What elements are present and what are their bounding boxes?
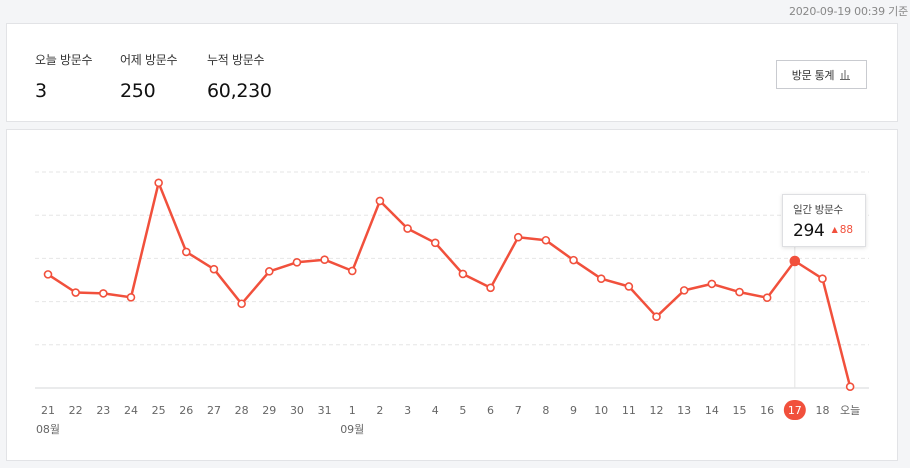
x-tick-label: 23 (96, 404, 110, 417)
daily-visits-chart-card: 21 22 23 24 25 26 27 28 29 30 31 1 2 3 4 5 6 7 8 9 10 11 12 13 1… (6, 129, 898, 461)
selected-date-badge (783, 400, 806, 420)
tooltip-delta: 88 (839, 224, 854, 236)
visit-stats-button-label: 방문 통계 (791, 68, 835, 82)
bar-chart-icon (840, 70, 851, 80)
data-point[interactable] (513, 232, 523, 242)
data-point[interactable] (154, 178, 163, 188)
x-tick-label: 18 (815, 404, 829, 417)
x-tick-label: 13 (677, 404, 691, 417)
data-point[interactable] (789, 255, 801, 267)
x-tick-label: 29 (262, 404, 276, 417)
x-tick-label: 24 (124, 404, 138, 417)
x-tick-label: 26 (179, 404, 193, 417)
visitor-stats-card: 오늘 방문수 3 어제 방문수 250 누적 방문수 60,230 방문 통계 (6, 23, 898, 122)
x-tick-label: 15 (733, 404, 747, 417)
data-point[interactable] (845, 382, 855, 392)
data-point[interactable] (486, 283, 495, 293)
data-point[interactable] (292, 257, 302, 267)
data-point[interactable] (182, 247, 191, 257)
x-tick-label: 9 (570, 404, 577, 417)
yesterday-visits-label: 어제 방문수 (120, 53, 178, 67)
x-tick-label: 21 (41, 404, 55, 417)
x-tick-label: 3 (404, 404, 411, 417)
daily-visits-tooltip: 일간 방문수 294 ▲ 88 (782, 194, 866, 247)
tooltip-value: 294 (793, 221, 825, 241)
x-tick-label: 17 (788, 404, 802, 417)
data-point[interactable] (347, 266, 357, 276)
x-tick-label: 7 (515, 404, 522, 417)
data-point[interactable] (569, 255, 578, 265)
data-point[interactable] (126, 292, 136, 302)
total-visits-value: 60,230 (207, 80, 272, 102)
data-point[interactable] (43, 270, 53, 279)
x-tick-label: 6 (487, 404, 494, 417)
data-point[interactable] (762, 293, 772, 303)
x-tick-label: 8 (542, 404, 549, 417)
data-point[interactable] (458, 269, 468, 279)
x-tick-label: 22 (69, 404, 83, 417)
data-point[interactable] (596, 274, 606, 284)
x-tick-label: 1 (349, 404, 356, 417)
total-visits: 누적 방문수 60,230 (207, 51, 272, 102)
daily-visits-chart: 21 22 23 24 25 26 27 28 29 30 31 1 2 3 4 5 6 7 8 9 10 11 12 13 1… (35, 171, 869, 436)
data-point[interactable] (237, 299, 246, 309)
data-point[interactable] (818, 274, 827, 284)
yesterday-visits-value: 250 (120, 80, 156, 102)
visit-stats-button[interactable]: 방문 통계 (776, 60, 867, 89)
visits-line (47, 181, 852, 388)
yesterday-visits: 어제 방문수 250 (120, 51, 178, 102)
today-visits-label: 오늘 방문수 (35, 53, 93, 67)
x-tick-label: 5 (459, 404, 466, 417)
x-tick-label: 2 (376, 404, 383, 417)
total-visits-label: 누적 방문수 (207, 53, 265, 67)
data-point[interactable] (624, 282, 634, 291)
data-point[interactable] (652, 312, 661, 322)
today-visits-value: 3 (35, 80, 47, 102)
month-label: 09월 (340, 423, 364, 436)
data-point[interactable] (99, 289, 108, 298)
data-point[interactable] (403, 224, 412, 233)
month-label: 08월 (36, 423, 60, 436)
x-tick-label: 10 (594, 404, 608, 417)
x-tick-label: 14 (705, 404, 719, 417)
x-tick-label: 11 (622, 404, 636, 417)
data-point[interactable] (375, 196, 385, 206)
data-point[interactable] (71, 288, 80, 297)
x-tick-label: 27 (207, 404, 221, 417)
data-point[interactable] (209, 264, 219, 274)
data-point[interactable] (707, 279, 717, 289)
x-tick-label: 4 (432, 404, 439, 417)
data-point[interactable] (735, 287, 744, 297)
data-point[interactable] (430, 238, 440, 248)
tooltip-label: 일간 방문수 (793, 204, 843, 216)
data-point[interactable] (541, 235, 551, 245)
x-tick-label: 오늘 (840, 404, 860, 417)
x-tick-label: 25 (152, 404, 166, 417)
data-point[interactable] (264, 267, 274, 276)
x-tick-label: 16 (760, 404, 774, 417)
x-tick-label: 28 (235, 404, 249, 417)
timestamp: 2020-09-19 00:39 기준 (788, 5, 908, 18)
up-arrow-icon: ▲ (831, 225, 838, 234)
data-point[interactable] (320, 255, 329, 264)
today-visits: 오늘 방문수 3 (35, 51, 93, 102)
data-point[interactable] (679, 286, 689, 295)
x-tick-label: 30 (290, 404, 304, 417)
x-tick-label: 31 (318, 404, 332, 417)
x-tick-label: 12 (650, 404, 664, 417)
